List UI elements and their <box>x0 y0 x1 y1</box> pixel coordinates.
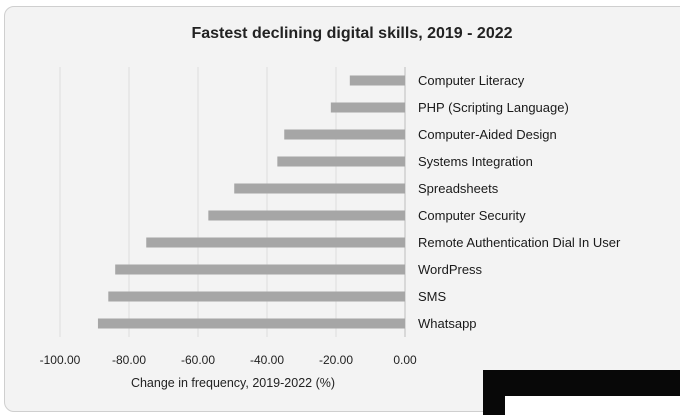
x-tick-label: 0.00 <box>393 353 417 367</box>
x-axis-title: Change in frequency, 2019-2022 (%) <box>131 376 335 390</box>
category-label: Systems Integration <box>418 154 533 169</box>
x-tick-label: -60.00 <box>181 353 215 367</box>
bar <box>108 291 406 302</box>
bar <box>234 183 405 194</box>
category-label: Computer Literacy <box>418 73 525 88</box>
category-labels: Computer Literacy PHP (Scripting Language… <box>418 73 621 331</box>
chart-panel <box>4 6 680 412</box>
chart-title: Fastest declining digital skills, 2019 -… <box>191 25 512 42</box>
bar <box>115 264 405 275</box>
category-label: Computer-Aided Design <box>418 127 557 142</box>
category-label: PHP (Scripting Language) <box>418 100 569 115</box>
bar <box>97 318 405 329</box>
bar <box>349 75 405 86</box>
white-overlay-block <box>505 396 680 415</box>
bar <box>208 210 405 221</box>
x-tick-labels: -100.00 -80.00 -60.00 -40.00 -20.00 0.00 <box>40 353 417 367</box>
bar <box>277 156 405 167</box>
category-label: Spreadsheets <box>418 181 499 196</box>
category-label: Remote Authentication Dial In User <box>418 235 621 250</box>
category-label: Whatsapp <box>418 316 477 331</box>
category-label: Computer Security <box>418 208 526 223</box>
bar <box>330 102 405 113</box>
x-tick-label: -40.00 <box>250 353 284 367</box>
bar <box>284 129 405 140</box>
category-label: WordPress <box>418 262 483 277</box>
bars <box>97 75 406 329</box>
x-tick-label: -100.00 <box>40 353 81 367</box>
x-tick-label: -80.00 <box>112 353 146 367</box>
x-tick-label: -20.00 <box>319 353 353 367</box>
bar <box>146 237 405 248</box>
category-label: SMS <box>418 289 447 304</box>
